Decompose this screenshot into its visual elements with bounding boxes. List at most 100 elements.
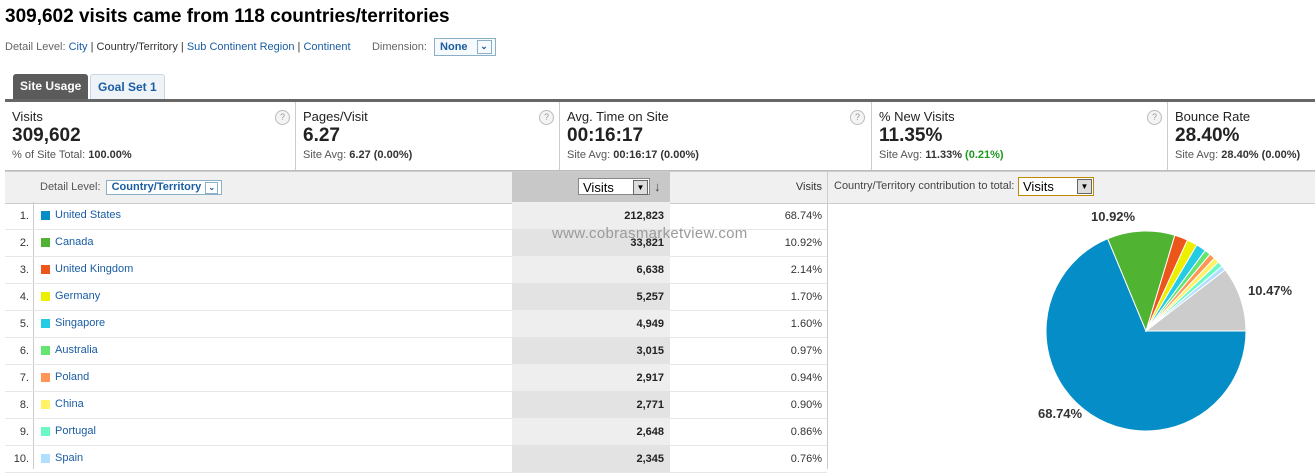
country-link[interactable]: United States [55, 209, 122, 221]
row-number: 9. [19, 426, 29, 438]
table-row: 1. United States 212,823 68.74% [5, 202, 827, 230]
country-link[interactable]: Canada [55, 236, 94, 248]
detail-link-sub-continent[interactable]: Sub Continent Region [186, 40, 295, 53]
visits-percent: 68.74% [784, 210, 822, 222]
table-row: 4. Germany 5,257 1.70% [5, 283, 827, 311]
metric-bounce-rate: Bounce Rate 28.40% Site Avg: 28.40% (0.0… [1175, 109, 1301, 161]
column-header-visits: Visits [795, 181, 822, 193]
row-number: 6. [19, 345, 29, 357]
table-row: 6. Australia 3,015 0.97% [5, 337, 827, 365]
metric-new-visits: % New Visits 11.35% Site Avg: 11.33% (0.… [872, 102, 1168, 170]
dimension-label: Dimension: [371, 40, 427, 53]
pie-slice-canada [1107, 230, 1176, 333]
detail-current-country: Country/Territory [96, 40, 178, 53]
color-swatch [41, 211, 50, 220]
sort-down-arrow-icon[interactable]: ↓ [654, 179, 661, 194]
visits-value: 212,823 [624, 210, 664, 222]
visits-value: 33,821 [630, 237, 664, 249]
help-icon[interactable]: ? [539, 110, 554, 125]
visits-percent: 1.70% [790, 291, 822, 303]
visits-percent: 0.97% [790, 345, 822, 357]
dimension-select[interactable]: None ⌄ [434, 38, 496, 56]
row-number: 1. [19, 210, 29, 222]
pie-label-canada: 10.92% [1091, 209, 1136, 224]
country-link[interactable]: Spain [55, 452, 84, 464]
metric-visits: Visits 309,602 % of Site Total: 100.00% … [5, 102, 296, 170]
visits-value: 6,638 [636, 264, 664, 276]
country-link[interactable]: Singapore [55, 317, 106, 329]
table-row: 3. United Kingdom 6,638 2.14% [5, 256, 827, 284]
table-row: 7. Poland 2,917 0.94% [5, 364, 827, 392]
visits-value: 2,771 [636, 399, 664, 411]
visits-percent: 0.90% [790, 399, 822, 411]
visits-value: 3,015 [636, 345, 664, 357]
metrics-summary: Visits 309,602 % of Site Total: 100.00% … [5, 102, 1315, 171]
row-number: 3. [19, 264, 29, 276]
row-number: 4. [19, 291, 29, 303]
visits-value: 2,648 [636, 426, 664, 438]
country-link[interactable]: Germany [55, 290, 101, 302]
color-swatch [41, 346, 50, 355]
watermark: www.cobrasmarketview.com [552, 225, 748, 242]
color-swatch [41, 238, 50, 247]
visits-value: 4,949 [636, 318, 664, 330]
country-link[interactable]: United Kingdom [55, 263, 134, 275]
color-swatch [41, 427, 50, 436]
help-icon[interactable]: ? [1147, 110, 1162, 125]
page-title: 309,602 visits came from 118 countries/t… [5, 6, 450, 27]
tab-site-usage[interactable]: Site Usage [13, 74, 89, 99]
dropdown-arrow-icon: ⌄ [476, 40, 492, 54]
pie-slice-united-states [1045, 237, 1247, 432]
contribution-select[interactable]: Visits ▼ [1018, 177, 1094, 196]
table-header: Detail Level: Country/Territory ⌄ Visits ▼… [5, 171, 1315, 204]
color-swatch [41, 373, 50, 382]
row-number: 10. [13, 453, 29, 465]
dropdown-arrow-icon: ⌄ [205, 182, 219, 194]
country-link[interactable]: Australia [55, 344, 98, 356]
visits-percent: 1.60% [790, 318, 822, 330]
table-row: 5. Singapore 4,949 1.60% [5, 310, 827, 338]
row-number: 2. [19, 237, 29, 249]
visits-value: 2,917 [636, 372, 664, 384]
visits-percent: 0.86% [790, 426, 822, 438]
detail-link-city[interactable]: City [68, 40, 88, 53]
detail-level-bar: Detail Level: City | Country/Territory |… [5, 38, 496, 56]
country-link[interactable]: Poland [55, 371, 90, 383]
table-detail-select[interactable]: Country/Territory ⌄ [105, 180, 223, 195]
color-swatch [41, 454, 50, 463]
visits-percent: 10.92% [784, 237, 822, 249]
color-swatch [41, 265, 50, 274]
color-swatch [41, 319, 50, 328]
tab-underline [5, 99, 1315, 102]
table-detail-label: Detail Level: [40, 181, 101, 193]
contribution-label: Country/Territory contribution to total: [834, 180, 1015, 192]
country-link[interactable]: Portugal [55, 425, 96, 437]
metric-pages-visit: Pages/Visit 6.27 Site Avg: 6.27 (0.00%) … [296, 102, 560, 170]
metric-avg-time: Avg. Time on Site 00:16:17 Site Avg: 00:… [560, 102, 872, 170]
country-link[interactable]: China [55, 398, 84, 410]
visits-percent: 0.94% [790, 372, 822, 384]
visits-percent: 0.76% [790, 453, 822, 465]
visits-value: 5,257 [636, 291, 664, 303]
help-icon[interactable]: ? [275, 110, 290, 125]
detail-link-continent[interactable]: Continent [303, 40, 351, 53]
metric-select[interactable]: Visits ▼ [578, 178, 650, 195]
dropdown-arrow-icon: ▼ [1077, 179, 1092, 194]
visits-percent: 2.14% [790, 264, 822, 276]
pie-label-united-states: 68.74% [1038, 406, 1083, 421]
color-swatch [41, 400, 50, 409]
pie-slice-other [1144, 269, 1247, 332]
dropdown-arrow-icon: ▼ [633, 180, 648, 195]
table-row: 9. Portugal 2,648 0.86% [5, 418, 827, 446]
visits-value: 2,345 [636, 453, 664, 465]
row-number: 5. [19, 318, 29, 330]
help-icon[interactable]: ? [850, 110, 865, 125]
color-swatch [41, 292, 50, 301]
table-row: 2. Canada 33,821 10.92% [5, 229, 827, 257]
pie-label-other: 10.47% [1248, 283, 1293, 298]
detail-level-label: Detail Level: [5, 40, 66, 53]
row-number: 7. [19, 372, 29, 384]
table-row: 8. China 2,771 0.90% [5, 391, 827, 419]
pie-chart [1045, 230, 1247, 432]
tab-goal-set-1[interactable]: Goal Set 1 [90, 74, 165, 99]
